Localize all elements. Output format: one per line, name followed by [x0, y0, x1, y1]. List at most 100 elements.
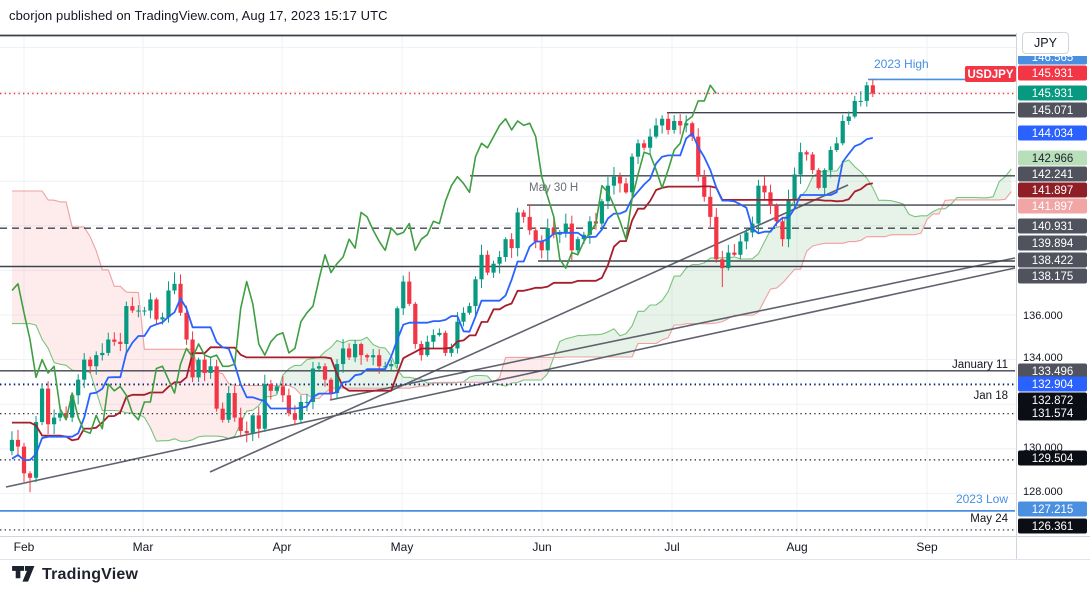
price-axis-label[interactable]: 145.931 [1018, 65, 1087, 81]
candle[interactable] [726, 252, 731, 269]
candle[interactable] [792, 174, 797, 200]
candle[interactable] [118, 341, 123, 344]
candle[interactable] [629, 156, 635, 193]
candle[interactable] [377, 355, 382, 367]
candle[interactable] [39, 388, 45, 423]
candle[interactable] [334, 364, 340, 394]
candle[interactable] [660, 118, 665, 126]
candle[interactable] [569, 223, 574, 251]
candle[interactable] [238, 417, 243, 431]
price-axis-label[interactable]: 140.931 [1018, 218, 1087, 234]
candle[interactable] [280, 386, 285, 396]
candles[interactable] [9, 79, 875, 493]
candle[interactable] [672, 120, 677, 130]
candle[interactable] [497, 257, 502, 264]
candle[interactable] [840, 120, 845, 144]
candle[interactable] [52, 417, 57, 425]
candle[interactable] [304, 401, 310, 403]
candle[interactable] [389, 364, 394, 367]
candle[interactable] [214, 366, 219, 409]
candle[interactable] [437, 332, 442, 336]
price-axis-label[interactable]: 146.565 [1018, 50, 1087, 65]
candle[interactable] [834, 143, 839, 150]
candle[interactable] [196, 359, 201, 378]
candle[interactable] [262, 384, 267, 429]
candle[interactable] [100, 352, 105, 356]
candle[interactable] [485, 254, 490, 273]
candle[interactable] [250, 415, 255, 434]
candle[interactable] [515, 212, 520, 249]
candle[interactable] [112, 339, 117, 342]
candle[interactable] [58, 413, 63, 418]
candle[interactable] [599, 201, 605, 224]
candle[interactable] [666, 118, 671, 130]
candle[interactable] [678, 120, 683, 126]
candle[interactable] [521, 212, 526, 217]
candle[interactable] [810, 154, 815, 171]
candle[interactable] [846, 116, 851, 121]
time-axis[interactable]: Feb Mar Apr May Jun Jul Aug Sep [14, 540, 938, 554]
candle[interactable] [256, 415, 261, 429]
candle[interactable] [184, 312, 189, 340]
candle[interactable] [720, 259, 725, 269]
price-axis-label[interactable]: 138.422 [1018, 252, 1087, 268]
price-axis-label[interactable]: 131.574 [1018, 405, 1087, 421]
currency-toggle-button[interactable]: JPY [1022, 32, 1069, 54]
price-axis-label[interactable]: 139.894 [1018, 235, 1087, 251]
candle[interactable] [166, 290, 171, 318]
candle[interactable] [852, 100, 857, 117]
candle[interactable] [527, 216, 532, 231]
candle[interactable] [274, 386, 279, 391]
candle[interactable] [413, 303, 418, 344]
candle[interactable] [383, 366, 388, 368]
candle[interactable] [340, 348, 346, 365]
candle[interactable] [617, 176, 623, 184]
candle[interactable] [226, 393, 231, 420]
candle[interactable] [244, 430, 249, 434]
candle[interactable] [551, 228, 556, 235]
candle[interactable] [124, 306, 129, 344]
candle[interactable] [816, 170, 821, 188]
candle[interactable] [202, 359, 207, 373]
price-axis-label[interactable]: 142.966 [1018, 150, 1087, 166]
price-axis-label[interactable]: 141.897 [1018, 182, 1087, 198]
candle[interactable] [419, 343, 424, 356]
candle[interactable] [232, 393, 237, 418]
candle[interactable] [371, 355, 376, 358]
candle[interactable] [142, 310, 147, 312]
candle[interactable] [467, 306, 472, 313]
candle[interactable] [449, 348, 454, 353]
candle[interactable] [292, 413, 297, 420]
candle[interactable] [407, 281, 412, 304]
candle[interactable] [27, 473, 33, 478]
trendline[interactable] [5, 267, 1016, 488]
candle[interactable] [33, 422, 39, 478]
candle[interactable] [575, 239, 580, 251]
candle[interactable] [208, 366, 213, 373]
candle[interactable] [9, 439, 15, 452]
candle[interactable] [738, 241, 743, 255]
candle[interactable] [780, 221, 785, 240]
candle[interactable] [190, 339, 195, 378]
candle[interactable] [88, 359, 93, 367]
candle[interactable] [136, 310, 141, 312]
candle[interactable] [798, 152, 803, 175]
price-axis-label[interactable]: 145.071 [1018, 102, 1087, 118]
price-axis-label[interactable]: 132.872 [1018, 392, 1087, 408]
price-axis-label[interactable]: 145.931 [1018, 85, 1087, 101]
price-axis-label[interactable]: 132.904 [1018, 376, 1087, 392]
candle[interactable] [491, 263, 496, 273]
candle[interactable] [365, 355, 370, 358]
candle[interactable] [696, 136, 701, 177]
tradingview-logo[interactable]: TradingView [12, 565, 138, 584]
candle[interactable] [106, 339, 111, 353]
price-axis[interactable]: 146.565 145.931 145.931 145.071 144.034 142.9… [1018, 50, 1087, 534]
candle[interactable] [641, 143, 647, 148]
candle[interactable] [744, 232, 749, 242]
candle[interactable] [82, 359, 87, 380]
candle[interactable] [455, 321, 460, 349]
price-axis-label[interactable]: 144.034 [1018, 125, 1087, 141]
candle[interactable] [64, 413, 69, 418]
price-axis-label[interactable]: 142.241 [1018, 166, 1087, 182]
